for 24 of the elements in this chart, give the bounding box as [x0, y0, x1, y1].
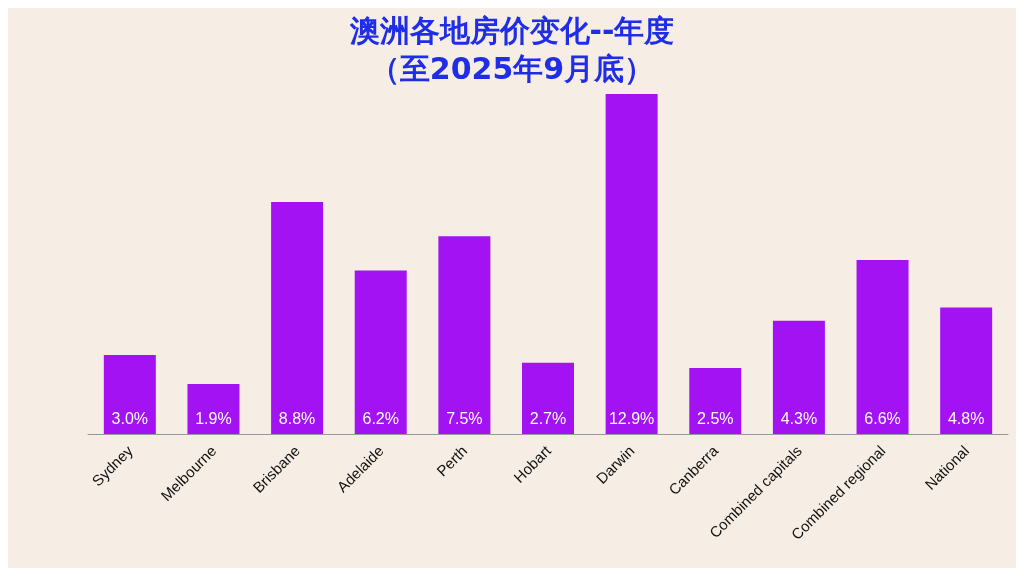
data-label: 6.6% [864, 409, 901, 427]
bar [271, 202, 324, 434]
bar [605, 94, 658, 434]
bar [689, 368, 742, 434]
data-label: 12.9% [608, 409, 655, 427]
bar [438, 236, 491, 434]
bar [940, 307, 993, 434]
data-label: 3.0% [111, 409, 149, 427]
data-label: 6.2% [362, 409, 399, 427]
bar [856, 260, 909, 434]
data-label: 8.8% [278, 409, 316, 427]
data-label: 7.5% [446, 409, 483, 427]
chart-title: 澳洲各地房价变化--年度 [348, 12, 675, 48]
bar [187, 383, 240, 434]
bar [103, 354, 156, 434]
data-label: 2.7% [529, 409, 567, 427]
bar [354, 270, 407, 434]
data-label: 1.9% [195, 409, 232, 427]
bar [772, 320, 825, 434]
data-label: 2.5% [697, 409, 734, 427]
data-label: 4.3% [780, 409, 818, 427]
chart-subtitle: （至2025年9月底） [369, 50, 655, 86]
bar [522, 362, 574, 434]
data-label: 4.8% [947, 409, 985, 427]
